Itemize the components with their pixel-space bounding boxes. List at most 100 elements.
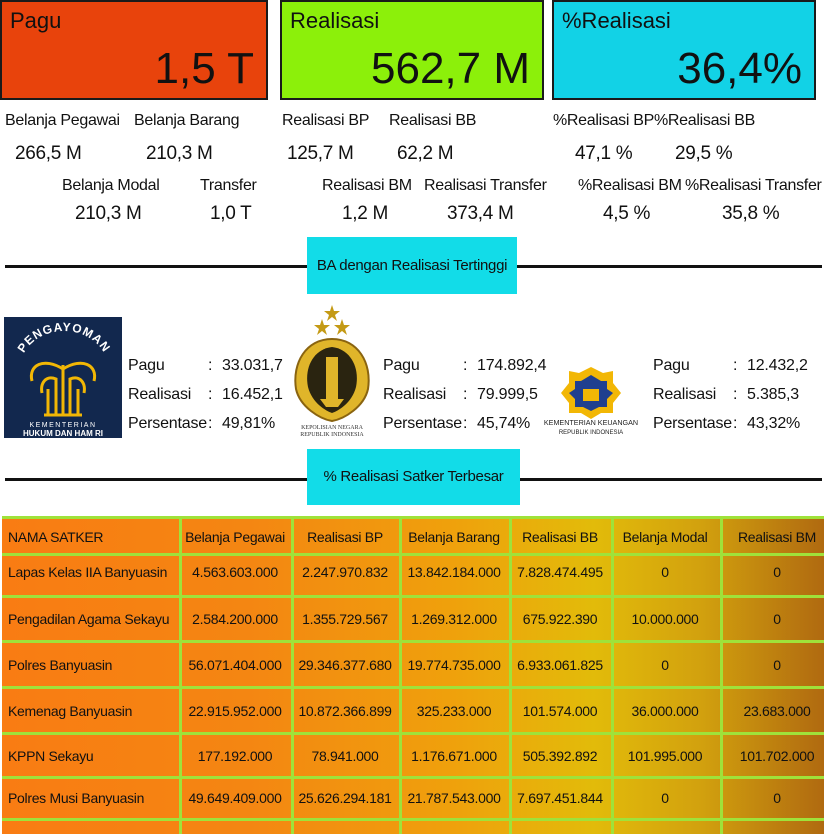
- pagu-bm-label: Belanja Modal: [62, 177, 160, 194]
- divider-line-right: [517, 265, 822, 268]
- table-cell: 505.392.892: [522, 748, 598, 764]
- realisasi-value: 79.999,5: [477, 386, 538, 403]
- satker-name-cell: Kemenag Banyuasin: [8, 703, 133, 719]
- table-header-cell: Realisasi BP: [307, 529, 383, 545]
- section-satker-title: % Realisasi Satker Terbesar: [307, 449, 520, 505]
- ba-stats-polri: Pagu:174.892,4 Realisasi:79.999,5 Persen…: [383, 357, 547, 432]
- table-header-cell: Belanja Pegawai: [185, 529, 285, 545]
- pct-bb-label: %Realisasi BB: [654, 112, 756, 129]
- logo-line-2: REPUBLIK INDONESIA: [559, 430, 623, 436]
- pagu-value: 12.432,2: [747, 357, 808, 374]
- table-cell: 0: [773, 790, 781, 806]
- logo-line-1: KEMENTERIAN KEUANGAN: [544, 418, 638, 427]
- table-cell: 25.626.294.181: [298, 790, 392, 806]
- pagu-bb-value: 210,3 M: [146, 143, 213, 164]
- table-cell: 10.872.366.899: [298, 703, 392, 719]
- table-cell: 101.702.000: [739, 748, 815, 764]
- table-cell: 1.176.671.000: [411, 748, 497, 764]
- table-cell: 177.192.000: [197, 748, 273, 764]
- realisasi-label: Realisasi: [128, 386, 192, 403]
- ba-stats-kemenkeu: Pagu:12.432,2 Realisasi:5.385,3 Persenta…: [653, 357, 808, 432]
- real-bp-label: Realisasi BP: [282, 112, 370, 129]
- realisasi-value: 16.452,1: [222, 386, 283, 403]
- table-cell: 56.071.404.000: [188, 657, 282, 673]
- pagu-tr-value: 1,0 T: [210, 203, 252, 224]
- real-tr-value: 373,4 M: [447, 203, 514, 224]
- table-header-cell: Belanja Modal: [622, 529, 708, 545]
- satker-name-cell: KPPN Sekayu: [8, 748, 94, 764]
- table-cell: 7.697.451.844: [517, 790, 603, 806]
- pct-tr-label: %Realisasi Transfer: [685, 177, 822, 194]
- real-bm-label: Realisasi BM: [322, 177, 412, 194]
- ba-stats-kemenkumham: Pagu:33.031,7 Realisasi:16.452,1 Persent…: [128, 357, 283, 432]
- table-cell: 0: [773, 657, 781, 673]
- divider-line-right-2: [520, 478, 822, 481]
- realisasi-card: Realisasi 562,7 M: [280, 0, 544, 100]
- table-cell: 49.649.409.000: [188, 790, 282, 806]
- persen-realisasi-card: %Realisasi 36,4%: [552, 0, 816, 100]
- table-cell: 10.000.000: [631, 611, 699, 627]
- satker-name-cell: Pengadilan Agama Sekayu: [8, 611, 170, 627]
- table-cell: 21.787.543.000: [407, 790, 501, 806]
- table-cell: 4.563.603.000: [192, 564, 278, 580]
- pct-bp-value: 47,1 %: [575, 143, 633, 164]
- pagu-tr-label: Transfer: [200, 177, 257, 194]
- pct-bp-label: %Realisasi BP: [553, 112, 655, 129]
- logo-line-1: KEPOLISIAN NEGARA: [301, 425, 363, 431]
- table-cell: 0: [661, 564, 669, 580]
- divider-line-left: [5, 265, 307, 268]
- pct-tr-value: 35,8 %: [722, 203, 780, 224]
- realisasi-value: 562,7 M: [371, 44, 530, 93]
- satker-name-cell: Lapas Kelas IIA Banyuasin: [8, 564, 168, 580]
- persentase-label: Persentase: [128, 415, 207, 432]
- pagu-value: 33.031,7: [222, 357, 283, 374]
- table-cell: 325.233.000: [416, 703, 492, 719]
- table-header-cell: Belanja Barang: [408, 529, 500, 545]
- table-cell: 101.574.000: [522, 703, 598, 719]
- table-cell: 675.922.390: [522, 611, 598, 627]
- kemenkeu-logo: KEMENTERIAN KEUANGAN REPUBLIK INDONESIA: [537, 365, 645, 437]
- table-cell: 0: [661, 657, 669, 673]
- pagu-title: Pagu: [10, 8, 62, 33]
- persentase-label: Persentase: [383, 415, 462, 432]
- persen-realisasi-title: %Realisasi: [562, 8, 671, 33]
- satker-name-cell: Polres Banyuasin: [8, 657, 113, 673]
- table-cell: 6.933.061.825: [517, 657, 603, 673]
- real-bb-label: Realisasi BB: [389, 112, 477, 129]
- logo-line-2: HUKUM DAN HAM RI: [23, 429, 103, 438]
- pagu-card: Pagu 1,5 T: [0, 0, 268, 100]
- table-cell: 2.584.200.000: [192, 611, 278, 627]
- table-cell: 0: [773, 564, 781, 580]
- pagu-bp-label: Belanja Pegawai: [5, 112, 120, 129]
- table-cell: 101.995.000: [627, 748, 703, 764]
- table-cell: 0: [661, 790, 669, 806]
- pct-bm-value: 4,5 %: [603, 203, 651, 224]
- real-bp-value: 125,7 M: [287, 143, 354, 164]
- real-bm-value: 1,2 M: [342, 203, 389, 224]
- realisasi-label: Realisasi: [653, 386, 717, 403]
- table-cell: 13.842.184.000: [407, 564, 501, 580]
- pagu-bb-label: Belanja Barang: [134, 112, 240, 129]
- table-cell: 19.774.735.000: [407, 657, 501, 673]
- real-bb-value: 62,2 M: [397, 143, 454, 164]
- persentase-label: Persentase: [653, 415, 732, 432]
- svg-text:PENGAYOMAN: PENGAYOMAN: [15, 320, 114, 355]
- section-ba-title: BA dengan Realisasi Tertinggi: [307, 237, 517, 294]
- real-tr-label: Realisasi Transfer: [424, 177, 547, 194]
- satker-table: NAMA SATKER Belanja Pegawai Realisasi BP Be…: [2, 516, 824, 834]
- pagu-label: Pagu: [653, 357, 690, 374]
- realisasi-title: Realisasi: [290, 8, 380, 33]
- persentase-value: 43,32%: [747, 415, 801, 432]
- logo-line-2: REPUBLIK INDONESIA: [300, 432, 364, 438]
- pct-bb-value: 29,5 %: [675, 143, 733, 164]
- logo-top-text: PENGAYOMAN: [15, 320, 113, 355]
- kemenkumham-logo: PENGAYOMAN KEMENTERIAN HUKUM DAN HAM RI: [4, 317, 122, 438]
- table-header-cell: Realisasi BB: [522, 529, 598, 545]
- realisasi-label: Realisasi: [383, 386, 447, 403]
- pagu-bm-value: 210,3 M: [75, 203, 142, 224]
- table-cell: 22.915.952.000: [188, 703, 282, 719]
- persen-realisasi-value: 36,4%: [677, 44, 802, 93]
- table-cell: 1.269.312.000: [411, 611, 497, 627]
- table-header-cell: NAMA SATKER: [8, 529, 104, 545]
- polri-logo: KEPOLISIAN NEGARA REPUBLIK INDONESIA: [286, 303, 378, 438]
